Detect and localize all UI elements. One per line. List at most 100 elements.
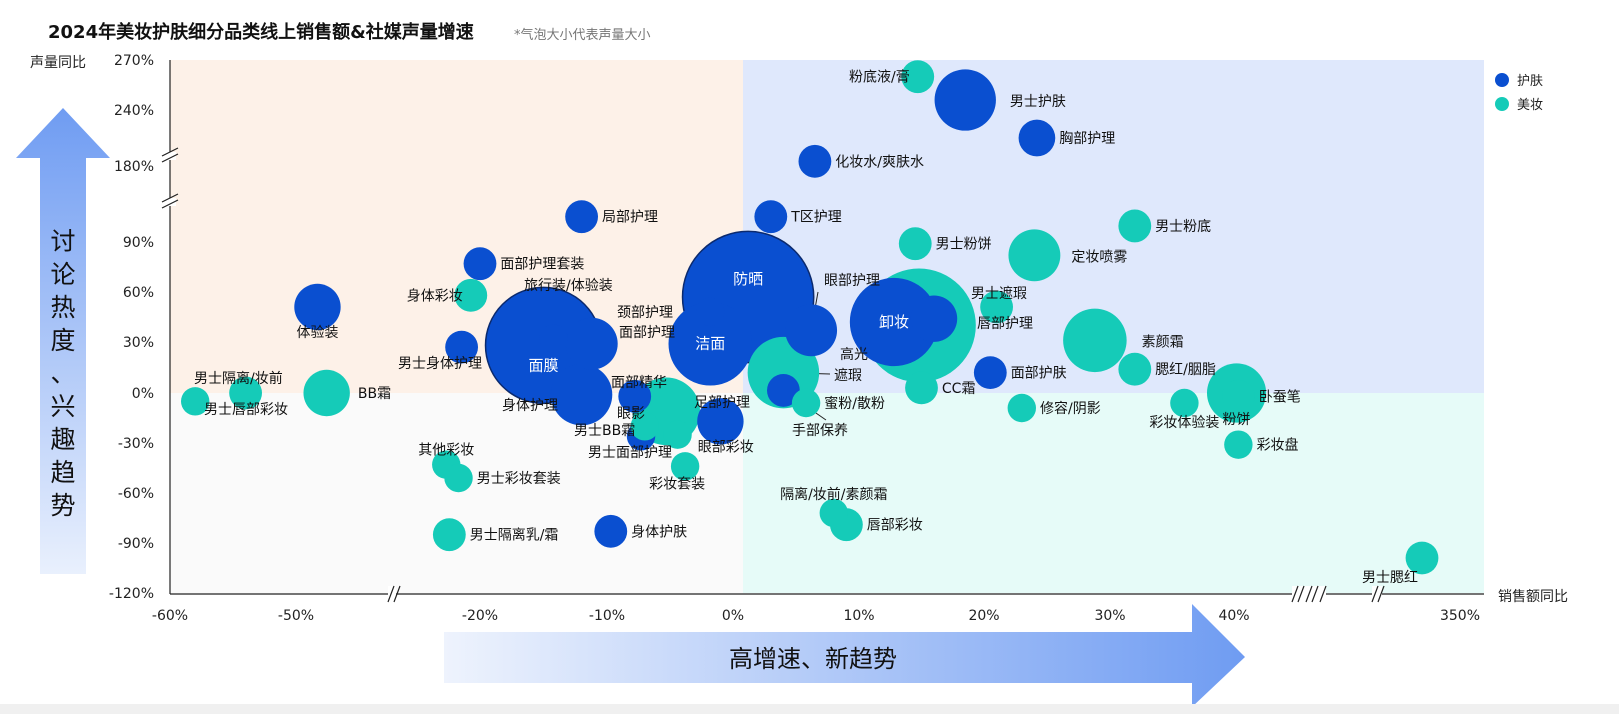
bubble — [565, 200, 598, 234]
bubble — [934, 69, 996, 131]
y-tick-label: -120% — [109, 586, 154, 602]
bubbles — [180, 60, 1439, 575]
y-tick-label: 30% — [123, 335, 154, 351]
bubble-label: 男士腮红 — [1362, 570, 1418, 586]
bubble — [1007, 393, 1037, 423]
bubble-label: 其他彩妆 — [418, 443, 474, 459]
x-tick-label: 20% — [968, 608, 999, 624]
bubble-label: 唇部护理 — [977, 316, 1033, 332]
bubble — [454, 278, 488, 312]
bubble-label: 高光 — [840, 346, 868, 363]
bubble — [539, 324, 568, 353]
bubble-label: 修容/阴影 — [1040, 400, 1101, 417]
bubble — [630, 412, 660, 441]
x-axis-label: 销售额同比 — [1498, 589, 1568, 605]
y-tick-label: -30% — [118, 436, 154, 452]
bubble — [1118, 209, 1152, 243]
axis-break-markers — [161, 147, 1385, 603]
y-tick-label: -90% — [118, 536, 154, 552]
bubble-label: 隔离/妆前/素颜霜 — [780, 486, 887, 503]
bubble — [901, 60, 935, 94]
y-tick-label: 60% — [123, 285, 154, 301]
bubble — [1405, 541, 1439, 575]
bubble — [767, 374, 800, 407]
x-tick-label: 350% — [1440, 608, 1480, 624]
legend: 护肤 美妆 — [1495, 73, 1543, 113]
bubble-label: 男士面部护理 — [588, 445, 672, 461]
bubble — [696, 297, 725, 327]
bubble-label: 体验装 — [296, 325, 338, 341]
bubble — [1063, 308, 1127, 373]
bubble — [463, 247, 497, 281]
bubble — [980, 290, 1013, 324]
bubble — [905, 371, 938, 405]
x-tick-labels: -60% -50% -20% -10% 0% 10% 20% 30% 40% 350% — [152, 608, 1480, 624]
bubble-label: 男士隔离乳/霜 — [470, 527, 559, 544]
x-tick-label: 0% — [722, 608, 744, 624]
bubble — [1221, 379, 1255, 413]
bubble-label: 身体护理 — [502, 398, 558, 414]
legend-swatch-skincare — [1495, 73, 1509, 87]
bubble-label: T区护理 — [790, 210, 842, 226]
bubble-label: 局部护理 — [602, 210, 658, 226]
bubble — [1008, 229, 1061, 282]
chart-title: 2024年美妆护肤细分品类线上销售额&社媒声量增速 — [48, 22, 474, 43]
bubble-label: BB霜 — [358, 386, 391, 402]
bubble-label: 面部护理 — [619, 325, 675, 341]
chart-subtitle: *气泡大小代表声量大小 — [514, 28, 651, 43]
y-tick-labels: 270% 240% 180% 90% 60% 30% 0% -30% -60% -90% -120% — [109, 53, 154, 602]
y-axis-label: 声量同比 — [30, 55, 86, 71]
bubble-label: 彩妆套装 — [649, 476, 705, 492]
bubble — [550, 363, 613, 426]
y-tick-label: 180% — [114, 159, 154, 175]
x-tick-label: 30% — [1094, 608, 1125, 624]
bubble-label: 粉饼 — [1223, 412, 1251, 428]
bubble-label: 男士遮瑕 — [971, 286, 1027, 302]
bubble — [697, 398, 744, 445]
bubble — [663, 420, 692, 449]
bubble-label: 手部保养 — [792, 423, 848, 439]
bubble-label: 身体彩妆 — [407, 288, 463, 304]
bubble — [819, 498, 849, 528]
bubble-label: 素颜霜 — [1142, 334, 1184, 350]
bubble — [303, 369, 350, 417]
bubble-label: 男士身体护理 — [398, 356, 482, 372]
bubble-label: 男士护肤 — [1010, 94, 1066, 110]
bubble — [180, 387, 210, 416]
bubble-label: 旅行装/体验装 — [524, 278, 613, 294]
bubble-label: 颈部护理 — [617, 305, 673, 321]
bubble-label: 身体护肤 — [631, 524, 687, 540]
vertical-arrow-label: 讨论热度、兴趣趋势 — [50, 227, 75, 520]
y-tick-label: -60% — [118, 486, 154, 502]
bubble-label: 眼影 — [617, 406, 645, 422]
legend-label-makeup: 美妆 — [1517, 98, 1543, 113]
bubble-label: 面膜 — [528, 356, 558, 374]
bubble-label: 面部护肤 — [1011, 366, 1067, 382]
y-tick-label: 270% — [114, 53, 154, 69]
bubble-label: 眼部彩妆 — [698, 440, 754, 456]
bubble-label: 蜜粉/散粉 — [824, 396, 885, 412]
bubble — [668, 301, 753, 386]
bubble-label: 男士彩妆套装 — [477, 471, 561, 487]
bubble-label: 男士BB霜 — [574, 423, 635, 439]
bubble — [910, 295, 958, 342]
bubble — [849, 277, 939, 367]
horizontal-trend-arrow — [444, 604, 1245, 704]
bubble — [229, 376, 262, 410]
bubble-label: 面部精华 — [611, 375, 667, 391]
y-tick-label: 240% — [114, 103, 154, 119]
quadrant-bottom-right — [743, 393, 1484, 593]
bubble — [618, 379, 652, 413]
y-tick-label: 90% — [123, 235, 154, 251]
bubble-label: 彩妆盘 — [1257, 437, 1299, 454]
svg-text:讨论热度、兴趣趋势: 讨论热度、兴趣趋势 — [50, 227, 75, 520]
bubble-label: 彩妆体验装 — [1149, 415, 1219, 431]
bubble-label: 洁面 — [695, 335, 725, 353]
legend-label-skincare: 护肤 — [1517, 74, 1543, 89]
bubble — [898, 227, 932, 261]
bubble-label: CC霜 — [942, 381, 976, 397]
bubble — [754, 200, 788, 234]
bubble-label: 男士粉底 — [1155, 219, 1211, 235]
bubble — [798, 144, 832, 178]
